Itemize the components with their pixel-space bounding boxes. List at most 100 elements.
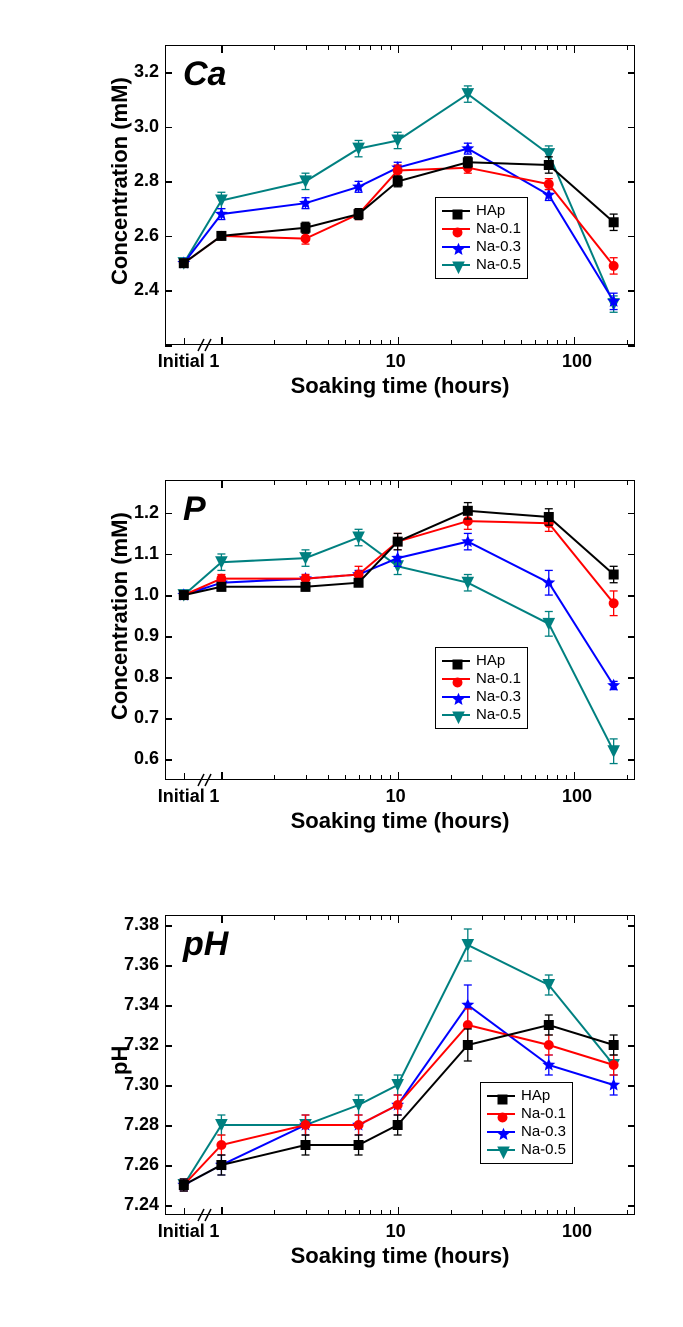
legend-label: Na-0.1	[521, 1105, 566, 1123]
plot-svg-Ca	[165, 45, 635, 345]
data-point-Na05	[462, 86, 473, 102]
legend-item-HAp: HAp	[487, 1087, 566, 1105]
data-point-HAp	[301, 222, 310, 233]
data-point-HAp	[544, 1015, 553, 1035]
data-point-Na03	[463, 533, 473, 549]
ytick-label: 7.32	[109, 1034, 159, 1055]
data-point-Na03	[608, 1075, 618, 1095]
ytick-label: 1.2	[109, 502, 159, 523]
legend-label: Na-0.3	[476, 688, 521, 706]
data-point-HAp	[354, 578, 363, 587]
data-point-Na01	[217, 1135, 226, 1155]
data-point-HAp	[301, 582, 310, 591]
ytick-label: 3.2	[109, 61, 159, 82]
data-point-Na01	[301, 233, 310, 244]
ytick-label: 7.36	[109, 954, 159, 975]
data-point-HAp	[179, 1179, 188, 1191]
data-point-Na03	[353, 181, 363, 192]
xtick-label-initial: Initial	[158, 1221, 205, 1242]
data-point-Na01	[609, 1055, 618, 1075]
data-point-HAp	[179, 259, 188, 268]
data-point-HAp	[609, 566, 618, 582]
plot-svg-pH	[165, 915, 635, 1215]
data-point-HAp	[354, 209, 363, 220]
data-point-Na03	[608, 680, 618, 690]
data-point-Na01	[544, 179, 553, 190]
ytick-label: 0.6	[109, 748, 159, 769]
data-point-HAp	[393, 176, 402, 187]
ytick-label: 7.34	[109, 994, 159, 1015]
legend-P: HApNa-0.1Na-0.3Na-0.5	[435, 647, 528, 729]
data-point-Na01	[301, 574, 310, 583]
legend-label: Na-0.1	[476, 220, 521, 238]
ytick-label: 7.28	[109, 1114, 159, 1135]
legend-pH: HApNa-0.1Na-0.3Na-0.5	[480, 1082, 573, 1164]
data-point-HAp	[393, 1115, 402, 1135]
xlabel-pH: Soaking time (hours)	[165, 1243, 635, 1269]
ytick-label: 1.0	[109, 584, 159, 605]
xtick-label: 10	[386, 786, 406, 807]
data-point-Na01	[217, 574, 226, 583]
xtick-label: 100	[562, 351, 592, 372]
legend-item-HAp: HAp	[442, 202, 521, 220]
data-point-Na05	[353, 529, 364, 545]
data-point-HAp	[301, 1135, 310, 1155]
legend-item-HAp: HAp	[442, 652, 521, 670]
data-point-HAp	[217, 1155, 226, 1175]
xtick-label: 10	[386, 351, 406, 372]
legend-label: Na-0.3	[521, 1123, 566, 1141]
ytick-label: 3.0	[109, 116, 159, 137]
ytick-label: 7.30	[109, 1074, 159, 1095]
data-point-HAp	[463, 157, 472, 168]
ytick-label: 0.7	[109, 707, 159, 728]
ytick-label: 1.1	[109, 543, 159, 564]
data-point-HAp	[354, 1135, 363, 1155]
xtick-label: 1	[209, 786, 219, 807]
xtick-label: 1	[209, 351, 219, 372]
ytick-label: 7.38	[109, 914, 159, 935]
ytick-label: 2.8	[109, 170, 159, 191]
panel-Ca: Concentration (mM)Soaking time (hours)Ca…	[60, 35, 620, 390]
data-point-HAp	[463, 1029, 472, 1061]
legend-label: Na-0.3	[476, 238, 521, 256]
data-point-Na05	[353, 1095, 364, 1115]
ytick-label: 2.6	[109, 225, 159, 246]
data-point-Na05	[543, 975, 554, 995]
legend-label: Na-0.5	[476, 706, 521, 724]
legend-label: HAp	[476, 202, 505, 220]
panel-pH: pHSoaking time (hours)pH7.247.267.287.30…	[60, 905, 620, 1260]
ytick-label: 7.24	[109, 1194, 159, 1215]
data-point-HAp	[609, 1035, 618, 1055]
xtick-label: 1	[209, 1221, 219, 1242]
data-point-Na01	[393, 165, 402, 176]
data-point-Na03	[463, 143, 473, 154]
data-point-HAp	[393, 533, 402, 549]
ytick-label: 2.4	[109, 279, 159, 300]
xlabel-P: Soaking time (hours)	[165, 808, 635, 834]
data-point-Na01	[393, 1095, 402, 1115]
ytick-label: 0.8	[109, 666, 159, 687]
legend-Ca: HApNa-0.1Na-0.3Na-0.5	[435, 197, 528, 279]
data-point-Na01	[301, 1115, 310, 1135]
data-point-Na05	[462, 929, 473, 961]
xtick-label-initial: Initial	[158, 351, 205, 372]
panel-P: Concentration (mM)Soaking time (hours)P0…	[60, 470, 620, 825]
plot-svg-P	[165, 480, 635, 780]
legend-label: HAp	[476, 652, 505, 670]
data-point-HAp	[463, 503, 472, 519]
xtick-label: 100	[562, 1221, 592, 1242]
data-point-Na01	[354, 1115, 363, 1135]
data-point-Na01	[544, 1035, 553, 1055]
ytick-label: 0.9	[109, 625, 159, 646]
data-point-Na03	[544, 1055, 554, 1075]
xtick-label: 100	[562, 786, 592, 807]
data-point-Na03	[544, 190, 554, 201]
legend-label: HAp	[521, 1087, 550, 1105]
data-point-Na03	[544, 570, 554, 595]
ytick-label: 7.26	[109, 1154, 159, 1175]
data-point-HAp	[217, 231, 226, 240]
xtick-label-initial: Initial	[158, 786, 205, 807]
ytick	[165, 345, 172, 347]
ytick	[628, 345, 635, 347]
data-point-Na01	[609, 258, 618, 274]
